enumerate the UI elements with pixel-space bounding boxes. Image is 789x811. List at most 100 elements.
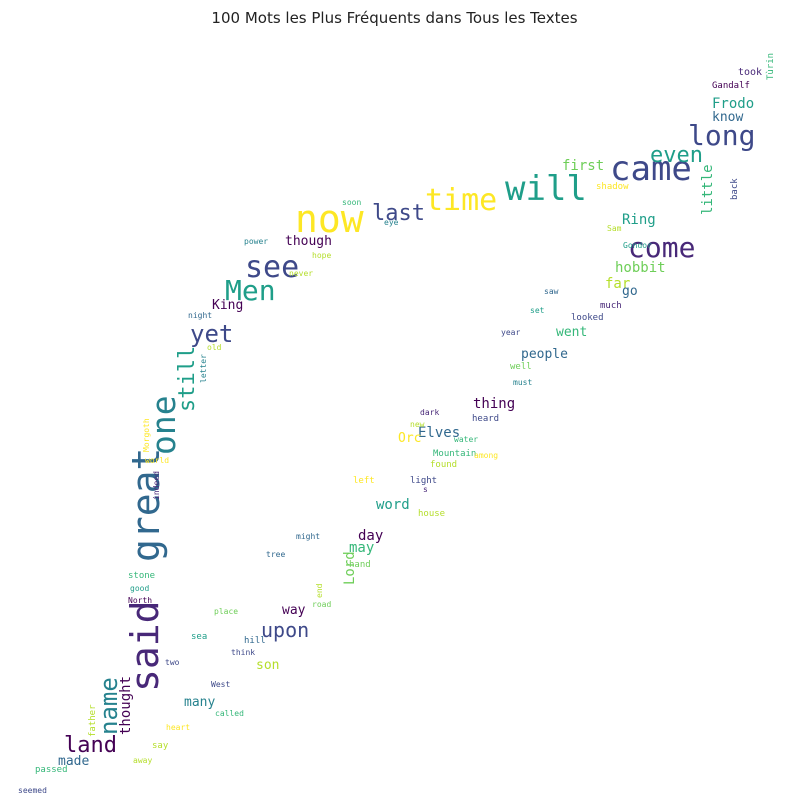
word-left: left xyxy=(353,476,375,486)
word-hope: hope xyxy=(312,251,331,260)
word-will: will xyxy=(505,169,587,209)
word-looked: looked xyxy=(571,313,604,323)
word-made: made xyxy=(58,754,89,769)
word-called: called xyxy=(215,709,244,718)
word-thing: thing xyxy=(473,396,515,412)
word-well: well xyxy=(510,362,532,372)
word-see: see xyxy=(245,250,299,285)
word-son: son xyxy=(256,658,279,673)
word-sea: sea xyxy=(191,632,207,642)
word-shadow: shadow xyxy=(596,182,629,192)
word-last: last xyxy=(372,201,425,226)
word-king: King xyxy=(212,298,243,313)
word-say: say xyxy=(152,741,169,751)
word-though: though xyxy=(285,234,332,249)
word-heard: heard xyxy=(472,414,499,424)
word-still: still xyxy=(175,346,200,412)
word-took: took xyxy=(738,67,762,78)
word-t-rin: Tùrin xyxy=(766,53,776,80)
word-seemed: seemed xyxy=(18,786,47,795)
word-little: little xyxy=(700,164,716,215)
word-much: much xyxy=(600,301,622,311)
word-two: two xyxy=(165,658,180,667)
word-away: away xyxy=(133,756,152,765)
word-back: back xyxy=(730,178,740,200)
word-one: one xyxy=(144,395,183,455)
word-upon: upon xyxy=(261,618,309,642)
word-hand: hand xyxy=(349,560,371,570)
word-land: land xyxy=(64,733,117,758)
word-indeed: indeed xyxy=(152,471,161,500)
word-tree: tree xyxy=(266,550,285,559)
word-orc: Orc xyxy=(398,431,421,446)
word-night: night xyxy=(188,311,212,320)
word-great: great xyxy=(124,448,168,562)
word-letter: letter xyxy=(199,354,208,383)
word-gandalf: Gandalf xyxy=(712,81,750,91)
word-thought: thought xyxy=(118,676,134,735)
word-set: set xyxy=(530,306,545,315)
word-might: might xyxy=(296,532,320,541)
word-house: house xyxy=(418,509,445,519)
word-year: year xyxy=(501,328,520,337)
word-passed: passed xyxy=(35,765,68,775)
word-ring: Ring xyxy=(622,212,656,228)
word-old: old xyxy=(207,343,222,352)
word-hill: hill xyxy=(244,636,266,646)
word-name: name xyxy=(95,677,123,735)
word-lord: Lord xyxy=(342,551,358,585)
word-road: road xyxy=(312,600,331,609)
word-now: now xyxy=(295,197,364,241)
word-morgoth: Morgoth xyxy=(142,418,151,452)
word-soon: soon xyxy=(342,198,361,207)
word-end: end xyxy=(315,583,324,598)
word-way: way xyxy=(282,603,306,618)
word-among: among xyxy=(474,451,498,460)
word-dark: dark xyxy=(420,408,439,417)
word-stone: stone xyxy=(128,571,155,581)
word-water: water xyxy=(454,435,478,444)
word-must: must xyxy=(513,378,532,387)
word-place: place xyxy=(214,607,238,616)
word-time: time xyxy=(425,183,497,218)
word-know: know xyxy=(712,110,743,125)
word-power: power xyxy=(244,237,268,246)
word-saw: saw xyxy=(544,287,559,296)
word-first: first xyxy=(562,158,604,174)
word-north: North xyxy=(128,596,152,605)
word-father: father xyxy=(88,704,98,737)
word-found: found xyxy=(430,460,457,470)
word-went: went xyxy=(556,325,587,340)
word-think: think xyxy=(231,648,255,657)
word-said: said xyxy=(123,600,167,692)
word-sam: Sam xyxy=(607,224,622,233)
word-men: Men xyxy=(225,274,276,307)
word-light: light xyxy=(410,476,437,486)
word-hobbit: hobbit xyxy=(615,260,666,276)
word-word: word xyxy=(376,497,410,513)
word-far: far xyxy=(605,276,630,292)
word-new: new xyxy=(410,420,425,429)
word-heart: heart xyxy=(166,723,190,732)
word-gondor: Gondor xyxy=(623,241,652,250)
word-frodo: Frodo xyxy=(712,96,754,112)
chart-title: 100 Mots les Plus Fréquents dans Tous le… xyxy=(211,9,578,27)
word-mountain: Mountain xyxy=(433,449,476,459)
word-came: came xyxy=(610,149,692,189)
word-may: may xyxy=(349,540,374,556)
word-go: go xyxy=(622,284,638,299)
word-even: even xyxy=(650,143,703,168)
word-yet: yet xyxy=(190,320,233,348)
word-people: people xyxy=(521,347,568,362)
word-good: good xyxy=(130,584,149,593)
word-long: long xyxy=(688,119,755,152)
word-never: never xyxy=(289,269,313,278)
word-west: West xyxy=(211,680,230,689)
word-elves: Elves xyxy=(418,425,460,441)
word-come: come xyxy=(628,231,695,264)
word-s: s xyxy=(423,485,428,494)
word-world: world xyxy=(145,456,169,465)
word-day: day xyxy=(358,528,383,544)
word-eye: eye xyxy=(384,218,399,227)
